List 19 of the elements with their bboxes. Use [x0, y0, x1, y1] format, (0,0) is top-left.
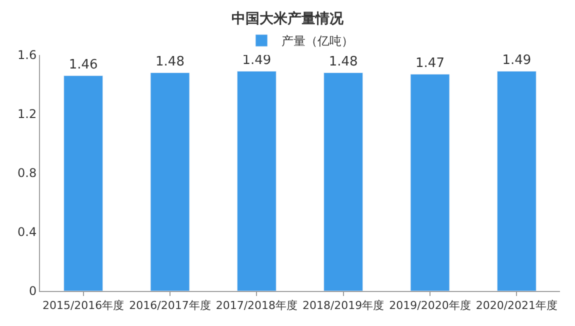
- y-tick-label: 0.8: [18, 166, 37, 180]
- y-tick-label: 0.4: [18, 225, 37, 240]
- data-label: 1.48: [156, 54, 184, 70]
- y-tick-label: 0: [28, 284, 37, 298]
- x-tick-label: 2018/2019年度: [302, 299, 384, 312]
- legend-label: 产量（亿吨）: [282, 34, 354, 48]
- data-label: 1.49: [242, 53, 272, 68]
- x-tick-label: 2016/2017年度: [129, 299, 211, 312]
- data-label: 1.49: [502, 53, 532, 68]
- y-tick-label: 1.2: [18, 107, 37, 122]
- data-label: 1.47: [416, 56, 444, 72]
- x-tick-label: 2020/2021年度: [476, 299, 558, 312]
- y-tick-label: 1.6: [18, 48, 37, 62]
- x-tick-label: 2015/2016年度: [42, 299, 124, 312]
- chart-title: 中国大米产量情况: [232, 10, 344, 27]
- x-tick-label: 2017/2018年度: [216, 299, 298, 312]
- data-label: 1.48: [328, 54, 358, 70]
- x-tick-label: 2019/2020年度: [389, 299, 471, 312]
- data-label: 1.46: [68, 58, 98, 73]
